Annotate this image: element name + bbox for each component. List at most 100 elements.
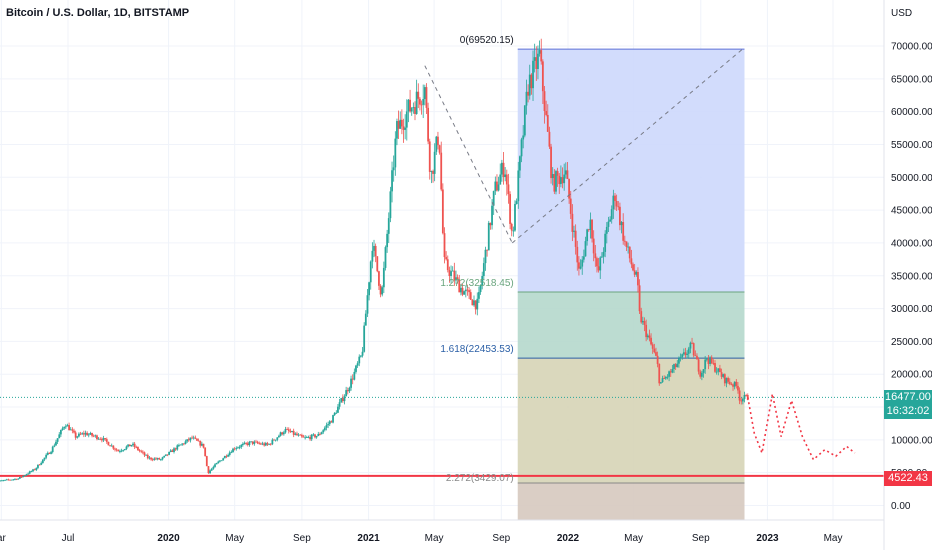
candle-body: [350, 378, 352, 388]
candle-body: [491, 205, 493, 226]
candle-body: [200, 443, 203, 446]
candle: [425, 83, 428, 115]
candle-body: [0, 480, 2, 482]
candle: [553, 169, 556, 195]
candle: [478, 286, 480, 303]
fib-anchor-line-2: [511, 48, 743, 244]
candle: [278, 434, 280, 438]
candle: [256, 440, 259, 445]
candle: [420, 100, 423, 115]
candle-body: [366, 295, 369, 314]
candle: [699, 369, 702, 379]
candle-body: [14, 478, 16, 480]
candle: [273, 438, 275, 441]
candle-body: [456, 277, 459, 280]
candle: [612, 189, 615, 219]
candle: [20, 476, 23, 478]
candle: [730, 382, 733, 386]
candle-body: [351, 378, 354, 380]
candle-body: [86, 432, 89, 436]
candle-body: [153, 458, 156, 460]
candle: [684, 347, 687, 358]
candle: [486, 249, 489, 257]
candle: [628, 246, 631, 263]
candle: [258, 441, 261, 445]
candle: [541, 59, 544, 104]
candle-body: [696, 355, 698, 360]
candle-body: [361, 351, 364, 356]
candle-body: [425, 87, 428, 108]
candle: [528, 64, 531, 100]
candle: [638, 279, 641, 315]
candle-body: [266, 443, 269, 445]
candle: [430, 170, 433, 184]
candle: [169, 449, 172, 453]
candle-body: [125, 446, 128, 450]
candle-body: [496, 181, 498, 191]
candle-body: [559, 177, 562, 185]
candle: [46, 451, 49, 456]
candle-body: [527, 91, 530, 96]
candle: [253, 440, 256, 446]
candle: [530, 73, 533, 95]
candle: [709, 356, 711, 367]
candle: [497, 176, 500, 192]
candle: [569, 190, 572, 220]
price-axis: USD0.005000.0010000.0015000.0020000.0025…: [883, 0, 932, 550]
candle-body: [486, 249, 489, 251]
candle-body: [253, 441, 256, 444]
time-tick-label: Jul: [62, 533, 75, 544]
candle: [382, 261, 385, 294]
candle: [117, 449, 120, 452]
candle-body: [579, 266, 582, 269]
candle: [289, 428, 292, 433]
chart-symbol-title: Bitcoin / U.S. Dollar, 1D, BITSTAMP: [6, 7, 190, 19]
candle-body: [219, 460, 221, 462]
candle-body: [666, 376, 669, 378]
candle-body: [102, 438, 105, 441]
candle: [704, 355, 707, 374]
candle: [137, 446, 139, 452]
candle: [614, 193, 616, 211]
candle: [502, 151, 505, 185]
candle: [707, 354, 710, 370]
candle-body: [730, 383, 733, 385]
candle-body: [651, 344, 654, 349]
candle-body: [20, 476, 23, 478]
candle-body: [381, 287, 384, 295]
candle-body: [192, 437, 195, 439]
candle: [351, 374, 354, 385]
candle: [727, 376, 730, 384]
candle-body: [473, 300, 475, 306]
candle-body: [397, 121, 400, 129]
candle-body: [256, 441, 259, 444]
candle: [620, 220, 623, 234]
price-tick-label: 40000.00: [891, 238, 932, 249]
candle: [297, 433, 300, 437]
candle: [114, 447, 116, 452]
candle: [173, 447, 175, 454]
candle: [735, 379, 738, 389]
candle: [594, 245, 597, 267]
candle: [441, 183, 444, 235]
candle-body: [191, 437, 193, 439]
candle: [81, 432, 84, 435]
candle-body: [600, 256, 603, 258]
candle-body: [628, 246, 631, 259]
candle-body: [569, 198, 572, 214]
candle-body: [722, 374, 725, 377]
candle: [535, 46, 538, 81]
candle-body: [51, 446, 54, 453]
candle-body: [146, 454, 149, 459]
candle-body: [205, 456, 208, 467]
candle-body: [15, 478, 18, 480]
candle-body: [617, 206, 620, 208]
candle: [199, 440, 202, 448]
candle: [210, 467, 213, 472]
candle: [566, 162, 569, 180]
candle-body: [717, 368, 720, 372]
candle: [119, 449, 121, 454]
candle: [97, 437, 100, 440]
candle-body: [630, 258, 633, 265]
